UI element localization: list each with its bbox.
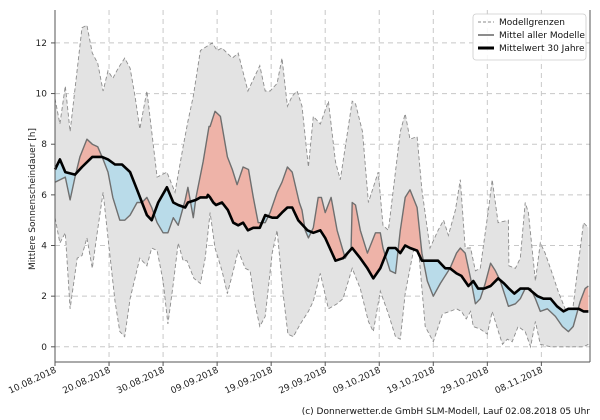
legend-label-models-mean: Mittel aller Modelle bbox=[499, 31, 585, 41]
model-range-upper-line bbox=[54, 24, 589, 315]
above-normal-fill bbox=[578, 286, 589, 312]
legend-label-30yr-mean: Mittelwert 30 Jahre bbox=[499, 44, 585, 54]
below-normal-fill bbox=[55, 159, 76, 200]
legend-frame bbox=[472, 13, 587, 61]
x-tick-label: 08.11.2018 bbox=[494, 366, 545, 397]
below-normal-fill bbox=[532, 291, 579, 332]
x-tick-label: 30.08.2018 bbox=[115, 366, 166, 397]
x-tick-label: 09.09.2018 bbox=[169, 366, 220, 397]
x-tick-label: 09.10.2018 bbox=[332, 366, 383, 397]
y-tick-label: 10 bbox=[36, 90, 48, 100]
x-tick-label: 29.10.2018 bbox=[440, 366, 491, 397]
y-tick-label: 8 bbox=[41, 140, 47, 150]
legend-label-model-range: Modellgrenzen bbox=[499, 18, 565, 28]
x-tick-label: 10.08.2018 bbox=[7, 366, 58, 397]
y-tick-label: 6 bbox=[41, 191, 47, 201]
above-normal-fill bbox=[311, 197, 345, 261]
y-tick-label: 0 bbox=[41, 343, 47, 353]
x-tick-label: 29.09.2018 bbox=[278, 366, 329, 397]
y-tick-label: 2 bbox=[41, 292, 47, 302]
y-tick-label: 4 bbox=[41, 242, 47, 252]
y-tick-label: 12 bbox=[36, 39, 47, 49]
x-tick-label: 20.08.2018 bbox=[61, 366, 112, 397]
above-normal-fill bbox=[483, 263, 500, 289]
above-normal-fill bbox=[142, 197, 154, 221]
x-tick-label: 19.09.2018 bbox=[224, 366, 275, 397]
models-mean-line bbox=[54, 110, 589, 333]
legend: Modellgrenzen Mittel aller Modelle Mitte… bbox=[472, 13, 587, 61]
thirty-year-mean-line bbox=[53, 155, 589, 313]
axes bbox=[51, 10, 591, 366]
model-range-lower-line bbox=[54, 192, 589, 349]
copyright-credit: (c) Donnerwetter.de GmbH SLM-Modell, Lau… bbox=[302, 407, 591, 417]
x-tick-label: 19.10.2018 bbox=[386, 366, 437, 397]
series-lines bbox=[53, 110, 589, 333]
below-normal-fill bbox=[385, 248, 398, 274]
below-normal-fill bbox=[102, 156, 142, 221]
y-axis-title: Mittlere Sonnenscheindauer [h] bbox=[28, 128, 38, 270]
